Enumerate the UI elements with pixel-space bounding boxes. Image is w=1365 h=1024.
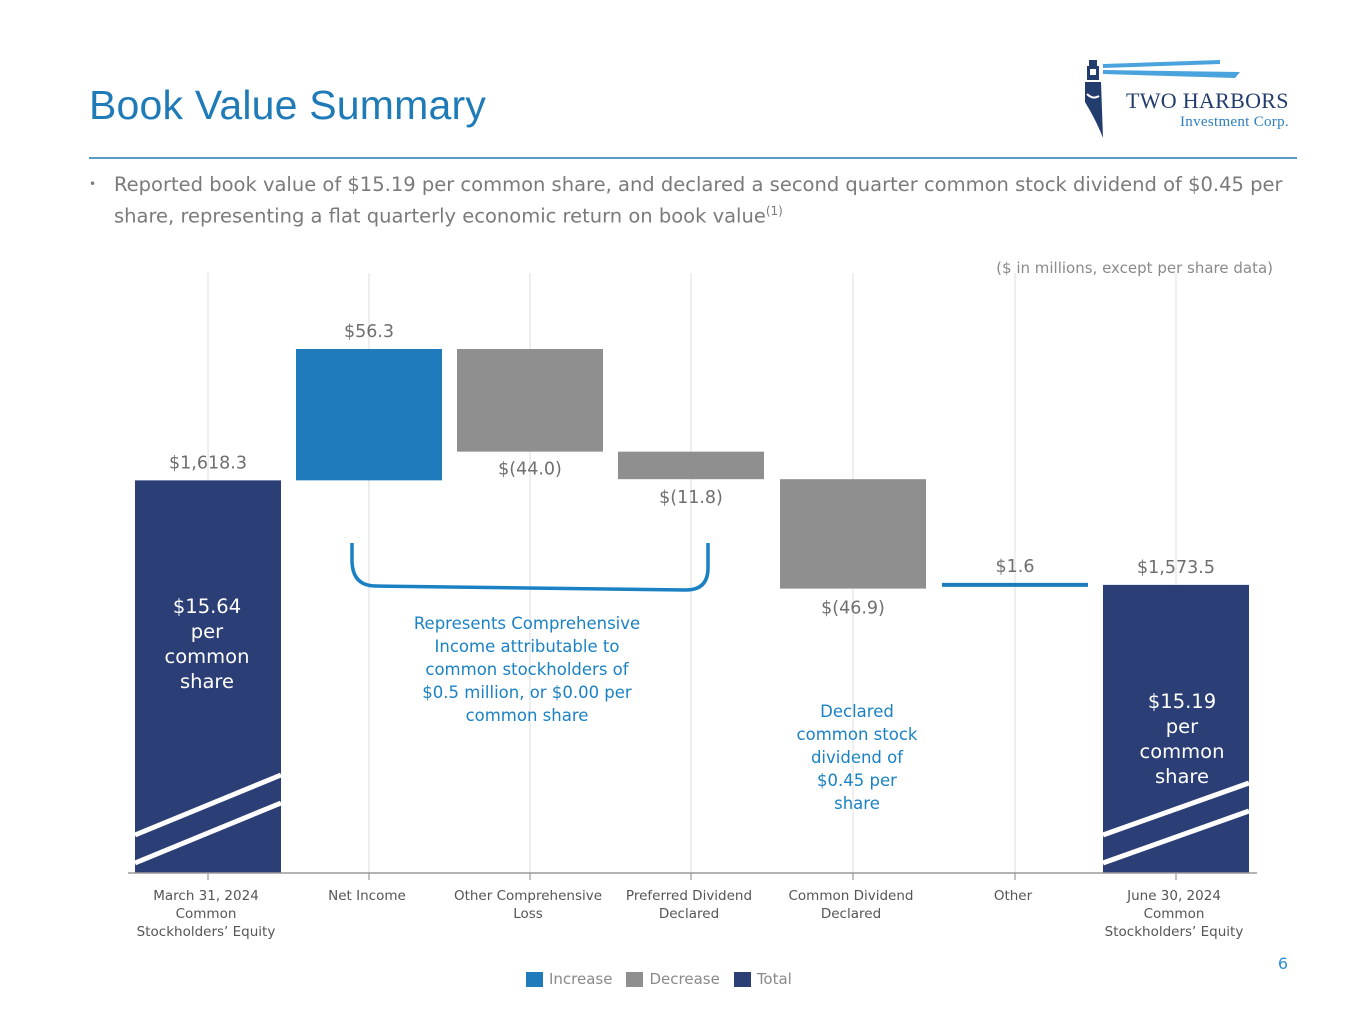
units-note: ($ in millions, except per share data) <box>996 259 1273 277</box>
annotation-dividend: common stock <box>797 725 918 744</box>
category-label: Other Comprehensive <box>454 888 602 904</box>
legend-total-label: Total <box>756 970 792 988</box>
legend-total: Total <box>733 970 792 988</box>
per-share-end: common <box>1140 740 1225 763</box>
category-label: Preferred Dividend <box>626 888 752 904</box>
category-label: Other <box>994 888 1033 904</box>
legend-decrease-label: Decrease <box>649 970 720 988</box>
per-share-end: per <box>1166 715 1199 738</box>
annotation-dividend: Declared <box>820 702 894 721</box>
lighthouse-logo-icon <box>1085 60 1240 138</box>
axis-break-stripe <box>134 772 282 838</box>
summary-text: Reported book value of $15.19 per common… <box>114 173 1283 228</box>
category-label: June 30, 2024 <box>1126 888 1221 904</box>
annotation-comprehensive: Income attributable to <box>435 637 620 656</box>
bar <box>618 451 764 480</box>
data-label: $(11.8) <box>659 488 723 508</box>
chart-legend: Increase Decrease Total <box>526 970 792 988</box>
annotation-dividend: share <box>834 794 880 813</box>
bar <box>457 349 603 452</box>
legend-increase-label: Increase <box>549 970 613 988</box>
bar <box>296 349 442 481</box>
per-share-start: share <box>180 670 234 693</box>
bar <box>780 479 926 589</box>
data-label: $1,573.5 <box>1137 558 1215 578</box>
logo-name: TWO HARBORS <box>1126 88 1289 113</box>
category-label: Common <box>1144 906 1205 922</box>
legend-increase-swatch <box>526 971 543 987</box>
legend-total-swatch <box>733 971 751 987</box>
annotation-dividend: dividend of <box>811 748 904 767</box>
page-number: 6 <box>1277 954 1288 973</box>
category-label: Stockholders’ Equity <box>137 924 276 940</box>
category-label: Declared <box>821 906 881 922</box>
data-label: $1.6 <box>996 557 1035 577</box>
annotation-comprehensive: common share <box>466 706 589 725</box>
data-label: $(44.0) <box>498 460 562 480</box>
logo-subtitle: Investment Corp. <box>1180 114 1289 130</box>
category-label: Net Income <box>328 888 406 904</box>
comprehensive-bracket <box>350 543 710 592</box>
axis-break-stripe <box>1102 780 1250 838</box>
annotation-dividend: $0.45 per <box>817 771 897 790</box>
category-label: Stockholders’ Equity <box>1105 924 1244 940</box>
footnote-marker: (1) <box>765 204 783 218</box>
per-share-start: $15.64 <box>173 595 241 618</box>
bar-other <box>942 582 1088 587</box>
legend-decrease-swatch <box>626 971 644 987</box>
data-label: $56.3 <box>344 322 394 342</box>
per-share-start: per <box>191 620 224 643</box>
per-share-end: $15.19 <box>1148 690 1216 713</box>
page-title: Book Value Summary <box>89 82 487 128</box>
annotation-comprehensive: $0.5 million, or $0.00 per <box>422 683 632 702</box>
title-divider <box>89 157 1297 159</box>
annotation-comprehensive: common stockholders of <box>425 660 629 679</box>
data-label: $1,618.3 <box>169 453 247 473</box>
annotation-comprehensive: Represents Comprehensive <box>414 614 640 633</box>
legend-decrease: Decrease <box>626 970 720 988</box>
per-share-start: common <box>165 645 250 668</box>
axis-break-stripe <box>1102 808 1250 866</box>
per-share-end: share <box>1155 765 1209 788</box>
category-label: March 31, 2024 <box>153 888 259 904</box>
category-label: Common Dividend <box>789 888 914 904</box>
axis-break-stripe <box>134 800 282 866</box>
legend-increase: Increase <box>526 970 612 988</box>
category-label: Common <box>176 906 237 922</box>
category-label: Declared <box>659 906 719 922</box>
category-label: Loss <box>513 906 543 922</box>
bullet-dot-icon: • <box>89 177 97 191</box>
data-label: $(46.9) <box>821 599 885 619</box>
